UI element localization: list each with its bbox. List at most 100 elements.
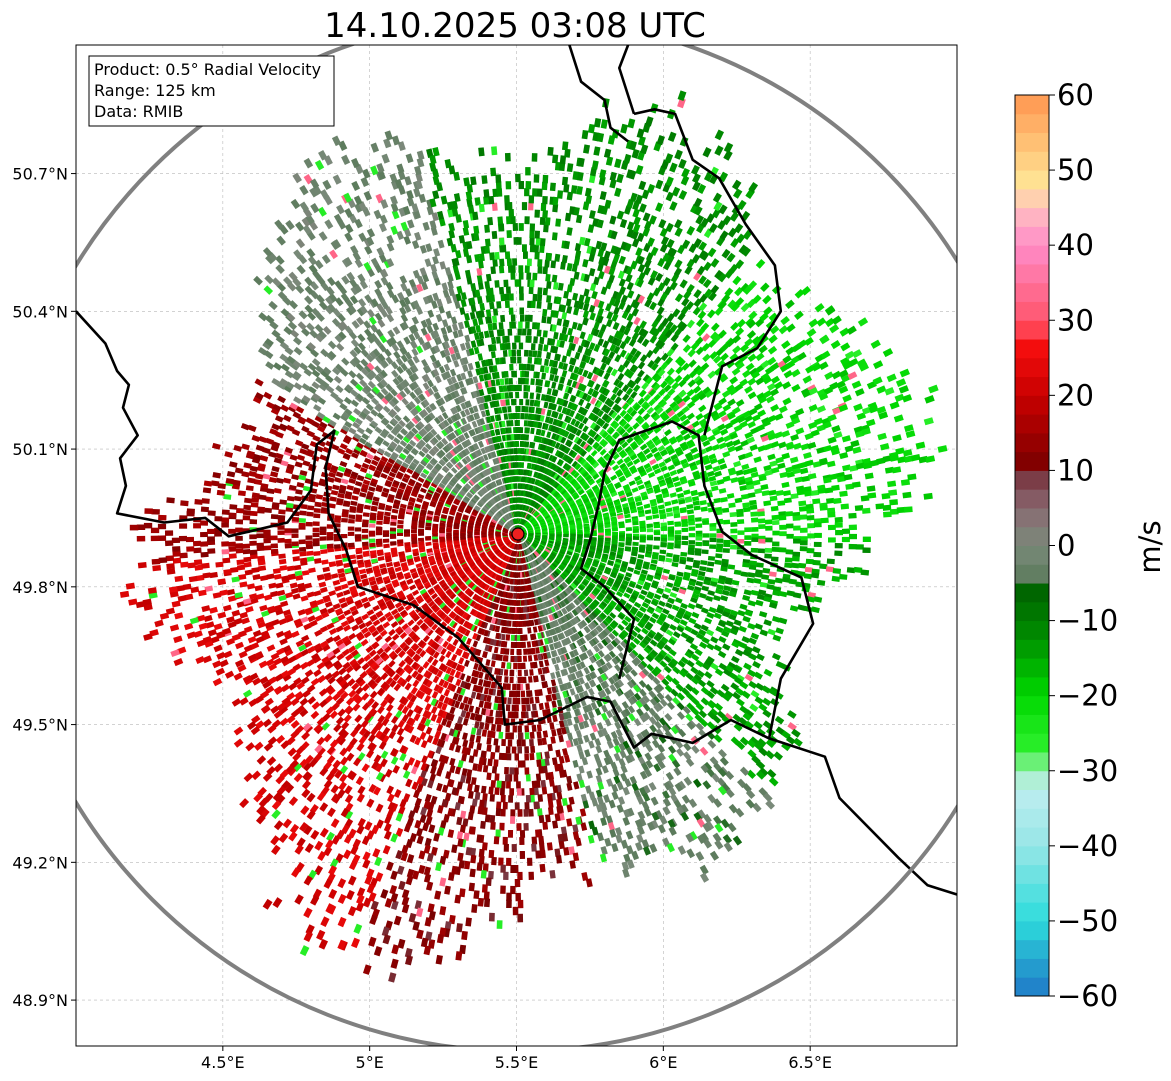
velocity-gate xyxy=(632,528,639,534)
velocity-gate xyxy=(702,520,710,526)
velocity-gate xyxy=(687,400,696,409)
velocity-gate xyxy=(524,802,530,810)
velocity-gate xyxy=(715,553,723,559)
velocity-gate xyxy=(681,167,690,179)
velocity-gate xyxy=(626,289,635,299)
velocity-gate xyxy=(614,354,622,363)
velocity-gate xyxy=(854,505,864,512)
velocity-gate xyxy=(722,548,730,553)
velocity-gate xyxy=(694,551,702,556)
velocity-gate xyxy=(698,392,707,401)
velocity-gate xyxy=(542,287,549,296)
velocity-gate xyxy=(552,196,559,206)
velocity-gate xyxy=(888,489,898,496)
velocity-gate xyxy=(645,452,654,460)
velocity-gate xyxy=(618,542,625,548)
velocity-gate xyxy=(530,442,536,449)
velocity-gate xyxy=(477,897,485,907)
velocity-gate xyxy=(579,236,586,246)
velocity-gate xyxy=(527,356,533,364)
velocity-gate xyxy=(553,411,559,419)
velocity-gate xyxy=(537,386,543,394)
velocity-gate xyxy=(653,438,662,447)
velocity-gate xyxy=(764,519,773,525)
velocity-gate xyxy=(624,472,632,479)
velocity-gate xyxy=(633,316,641,326)
velocity-gate xyxy=(637,369,645,378)
velocity-gate xyxy=(619,349,627,358)
velocity-gate xyxy=(559,468,566,476)
velocity-gate xyxy=(523,809,529,817)
velocity-gate xyxy=(720,414,730,423)
velocity-gate xyxy=(744,385,753,394)
velocity-gate xyxy=(558,443,565,451)
velocity-gate xyxy=(593,344,601,353)
velocity-gate xyxy=(479,799,485,808)
velocity-gate xyxy=(637,417,645,425)
velocity-gate xyxy=(751,370,761,380)
velocity-gate xyxy=(695,413,704,421)
velocity-gate xyxy=(524,746,530,754)
velocity-gate xyxy=(678,379,687,388)
velocity-gate xyxy=(577,456,584,464)
velocity-gate xyxy=(544,217,551,226)
velocity-gate xyxy=(736,512,744,518)
velocity-gate xyxy=(518,321,523,329)
velocity-gate xyxy=(747,391,757,400)
velocity-gate xyxy=(496,780,502,789)
velocity-gate xyxy=(660,522,668,527)
velocity-gate xyxy=(572,403,579,412)
velocity-gate xyxy=(770,556,779,562)
velocity-gate xyxy=(519,830,526,838)
velocity-gate xyxy=(626,221,635,231)
velocity-gate xyxy=(566,227,573,236)
velocity-gate xyxy=(495,829,501,838)
velocity-gate xyxy=(560,429,567,437)
velocity-gate xyxy=(604,397,612,406)
velocity-gate xyxy=(521,363,527,371)
velocity-gate xyxy=(579,361,587,369)
velocity-gate xyxy=(674,446,683,454)
velocity-gate xyxy=(703,261,712,272)
velocity-gate xyxy=(610,368,618,377)
velocity-gate xyxy=(612,532,618,536)
velocity-gate xyxy=(679,279,688,289)
velocity-gate xyxy=(487,758,493,767)
velocity-gate xyxy=(517,760,523,768)
velocity-gate xyxy=(573,436,580,444)
velocity-gate xyxy=(744,337,754,347)
velocity-gate xyxy=(546,409,552,417)
velocity-gate xyxy=(537,357,543,365)
velocity-gate xyxy=(562,333,569,342)
velocity-gate xyxy=(517,809,523,817)
velocity-gate xyxy=(620,123,628,134)
velocity-gate xyxy=(573,471,580,479)
velocity-gate xyxy=(645,546,653,552)
velocity-gate xyxy=(560,436,567,444)
velocity-gate xyxy=(597,409,604,418)
velocity-gate xyxy=(574,483,581,490)
velocity-gate xyxy=(717,423,726,431)
velocity-gate xyxy=(566,305,573,314)
velocity-gate xyxy=(597,248,605,258)
velocity-gate xyxy=(607,400,615,408)
velocity-gate xyxy=(785,323,796,333)
velocity-gate xyxy=(608,266,616,276)
velocity-gate xyxy=(522,244,527,252)
velocity-gate xyxy=(731,179,742,191)
velocity-gate xyxy=(693,197,703,208)
velocity-gate xyxy=(799,527,808,533)
velocity-gate xyxy=(688,533,696,538)
velocity-gate xyxy=(639,320,647,329)
velocity-gate xyxy=(639,431,648,439)
velocity-gate xyxy=(509,788,515,796)
velocity-gate xyxy=(592,461,600,469)
velocity-gate xyxy=(502,801,508,810)
velocity-gate xyxy=(665,222,674,233)
velocity-gate xyxy=(577,367,584,376)
velocity-gate xyxy=(551,232,558,241)
velocity-gate xyxy=(648,388,657,397)
velocity-gate xyxy=(565,298,572,307)
velocity-gate xyxy=(496,920,503,929)
velocity-gate xyxy=(765,525,773,531)
